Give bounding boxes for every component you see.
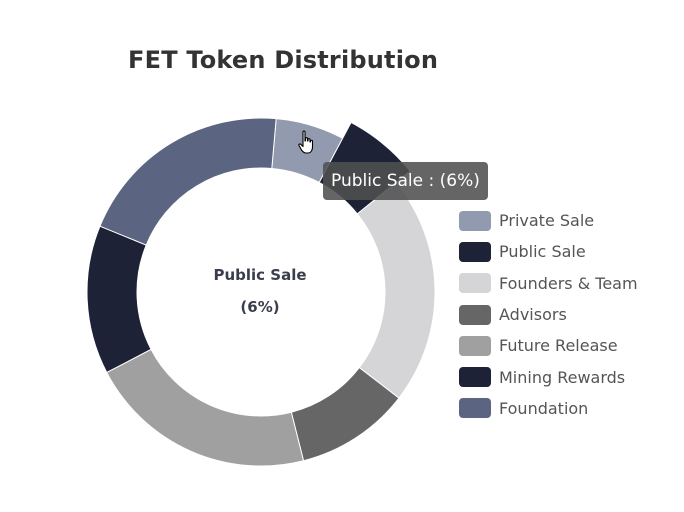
chart-legend: Private Sale Public Sale Founders & Team Ad…: [459, 205, 638, 424]
legend-swatch: [459, 304, 491, 325]
legend-label: Foundation: [499, 398, 589, 418]
slice-founders-team[interactable]: [356, 181, 436, 399]
center-label-name: Public Sale: [213, 266, 307, 284]
legend-label: Advisors: [499, 305, 567, 325]
legend-item-foundation[interactable]: Foundation: [459, 393, 638, 424]
legend-item-mining-rewards[interactable]: Mining Rewards: [459, 361, 638, 392]
legend-swatch: [459, 398, 491, 419]
chart-tooltip: Public Sale : (6%): [323, 162, 488, 200]
legend-swatch: [459, 335, 491, 356]
legend-swatch: [459, 273, 491, 294]
legend-item-founders-team[interactable]: Founders & Team: [459, 268, 638, 299]
legend-label: Future Release: [499, 336, 618, 356]
legend-label: Mining Rewards: [499, 367, 626, 387]
legend-item-private-sale[interactable]: Private Sale: [459, 205, 638, 236]
legend-item-public-sale[interactable]: Public Sale: [459, 236, 638, 267]
legend-item-advisors[interactable]: Advisors: [459, 299, 638, 330]
legend-swatch: [459, 210, 491, 231]
legend-label: Founders & Team: [499, 273, 638, 293]
legend-swatch: [459, 241, 491, 262]
chart-title: FET Token Distribution: [128, 46, 439, 74]
legend-label: Private Sale: [499, 211, 595, 231]
legend-swatch: [459, 367, 491, 388]
hand-cursor-icon: [298, 130, 314, 154]
slice-mining-rewards[interactable]: [86, 225, 152, 374]
slice-foundation[interactable]: [99, 117, 277, 246]
legend-item-future-release[interactable]: Future Release: [459, 330, 638, 361]
legend-label: Public Sale: [499, 242, 586, 262]
center-label-value: (6%): [240, 298, 280, 316]
slice-future-release[interactable]: [106, 348, 305, 467]
